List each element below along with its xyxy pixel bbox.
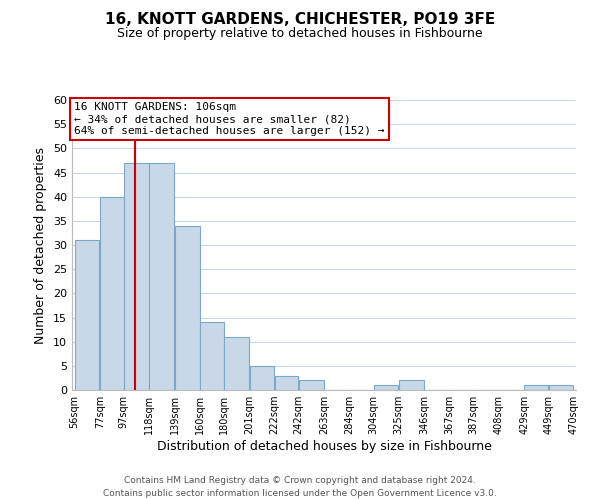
Text: Contains HM Land Registry data © Crown copyright and database right 2024.: Contains HM Land Registry data © Crown c… [124, 476, 476, 485]
Bar [200, 322, 224, 390]
Bar [224, 337, 249, 390]
Y-axis label: Number of detached properties: Number of detached properties [34, 146, 47, 344]
Bar [299, 380, 323, 390]
X-axis label: Distribution of detached houses by size in Fishbourne: Distribution of detached houses by size … [157, 440, 491, 453]
Bar [75, 240, 100, 390]
Bar [548, 385, 573, 390]
Text: 16, KNOTT GARDENS, CHICHESTER, PO19 3FE: 16, KNOTT GARDENS, CHICHESTER, PO19 3FE [105, 12, 495, 28]
Bar [149, 163, 174, 390]
Bar [100, 196, 124, 390]
Bar [275, 376, 298, 390]
Bar [124, 163, 149, 390]
Bar [399, 380, 424, 390]
Bar [374, 385, 398, 390]
Text: Contains public sector information licensed under the Open Government Licence v3: Contains public sector information licen… [103, 489, 497, 498]
Bar [524, 385, 548, 390]
Bar [250, 366, 274, 390]
Text: Size of property relative to detached houses in Fishbourne: Size of property relative to detached ho… [117, 28, 483, 40]
Bar [175, 226, 200, 390]
Text: 16 KNOTT GARDENS: 106sqm
← 34% of detached houses are smaller (82)
64% of semi-d: 16 KNOTT GARDENS: 106sqm ← 34% of detach… [74, 102, 385, 136]
